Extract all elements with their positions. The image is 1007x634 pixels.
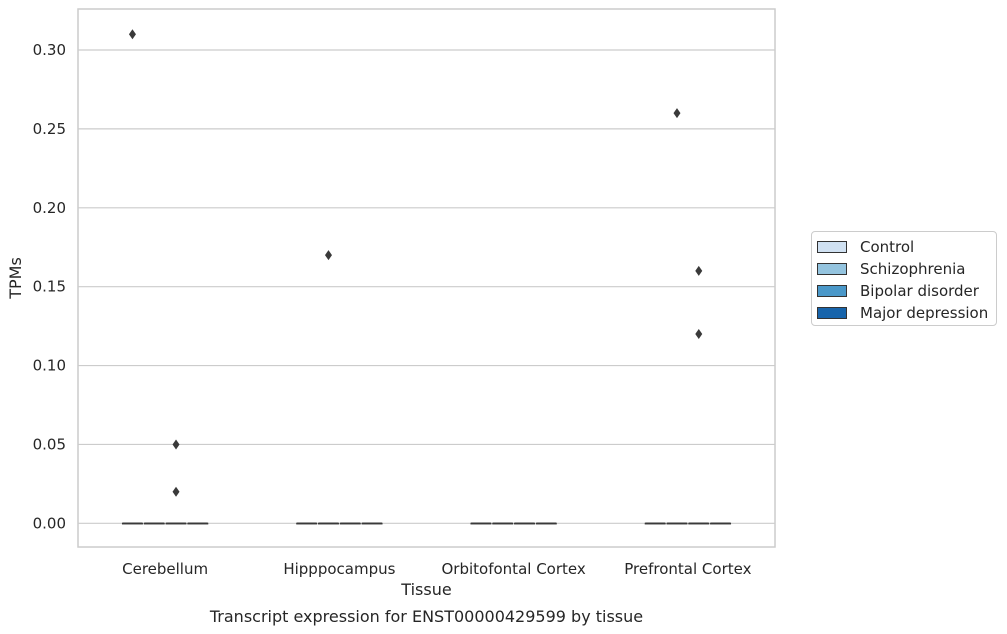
y-tick-label: 0.05: [33, 435, 66, 453]
x-axis-label: Tissue: [400, 580, 451, 599]
y-tick-label: 0.25: [33, 120, 66, 138]
x-tick-label: Cerebellum: [122, 560, 208, 578]
outlier-point: [695, 265, 703, 276]
x-tick-label: Prefrontal Cortex: [624, 560, 751, 578]
legend-swatch-major-depression: [817, 307, 847, 319]
legend-item-control: Control: [817, 236, 996, 258]
legend-label-bipolar-disorder: Bipolar disorder: [860, 282, 979, 300]
outlier-point: [172, 486, 180, 497]
legend-swatch-control: [817, 241, 847, 253]
legend-swatch-bipolar-disorder: [817, 285, 847, 297]
y-tick-label: 0.00: [33, 514, 66, 532]
outlier-point: [695, 329, 703, 340]
chart-legend: Control Schizophrenia Bipolar disorder M…: [811, 231, 997, 326]
outlier-point: [673, 108, 681, 119]
plot-frame: [77, 8, 776, 548]
y-axis-label: TPMs: [6, 257, 25, 300]
y-tick-label: 0.30: [33, 41, 66, 59]
y-tick-label: 0.10: [33, 357, 66, 375]
y-tick-label: 0.20: [33, 199, 66, 217]
outlier-point: [324, 250, 332, 261]
legend-item-bipolar-disorder: Bipolar disorder: [817, 280, 996, 302]
legend-label-schizophrenia: Schizophrenia: [860, 260, 966, 278]
outlier-point: [172, 439, 180, 450]
legend-item-major-depression: Major depression: [817, 302, 996, 324]
outlier-point: [128, 29, 136, 40]
x-tick-label: Orbitofontal Cortex: [442, 560, 586, 578]
legend-item-schizophrenia: Schizophrenia: [817, 258, 996, 280]
legend-label-major-depression: Major depression: [860, 304, 989, 322]
y-tick-label: 0.15: [33, 278, 66, 296]
legend-label-control: Control: [860, 238, 915, 256]
legend-swatch-schizophrenia: [817, 263, 847, 275]
chart-caption: Transcript expression for ENST0000042959…: [209, 607, 643, 626]
x-tick-label: Hipppocampus: [283, 560, 395, 578]
